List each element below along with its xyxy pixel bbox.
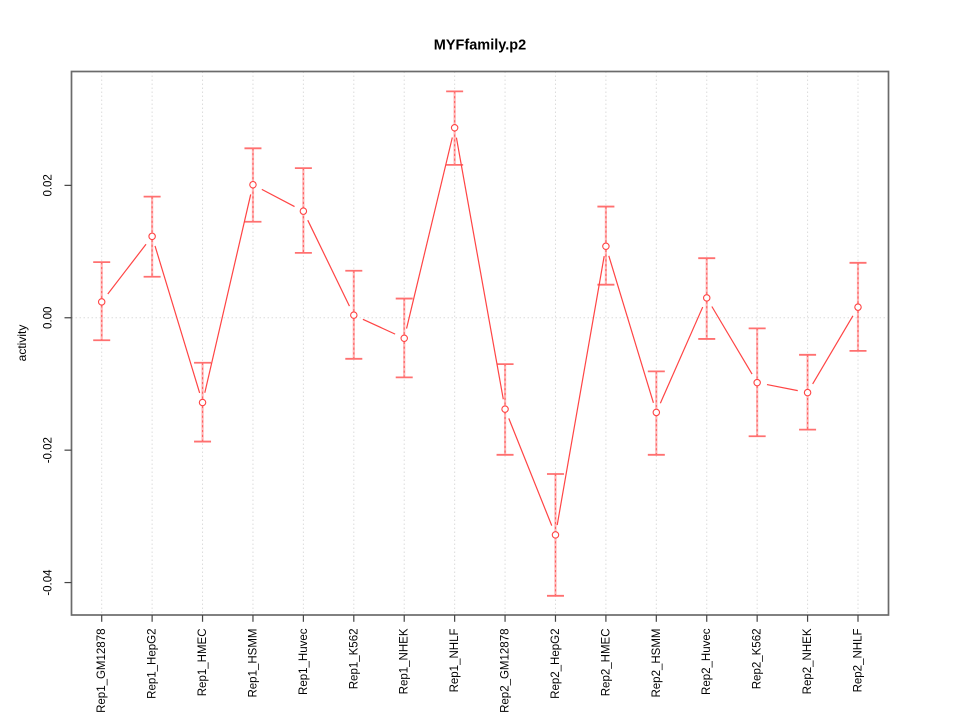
series-line-segment [204,194,252,393]
series-line-segment [107,243,147,295]
x-tick-label: Rep1_Huvec [298,628,310,695]
data-point-marker [551,531,560,539]
x-tick-label: Rep2_GM12878 [500,629,512,713]
series-line-segment [362,318,396,335]
x-tick-label: Rep2_HMEC [600,629,612,697]
data-point-marker [350,311,358,319]
data-point-marker [753,378,761,387]
data-point-marker [249,180,257,189]
data-point-marker [854,303,862,311]
y-axis-label: activity [15,325,29,362]
x-tick-label: Rep1_NHEK [399,628,411,694]
series-line-segment [154,245,201,394]
series-line-segment [711,306,753,375]
series-line-segment [455,137,504,400]
x-tick-label: Rep1_HSMM [247,629,259,698]
data-point-marker [198,398,207,407]
y-tick-label: 0.02 [43,174,55,196]
y-tick-label: 0.00 [43,307,55,329]
x-tick-label: Rep2_NHLF [853,629,865,693]
x-tick-label: Rep2_HSMM [651,629,663,698]
series-line-segment [261,188,295,208]
data-point-marker [702,294,711,302]
y-tick-label: -0.04 [43,569,55,596]
series-line-segment [307,219,350,307]
series-line-segment [812,315,854,385]
x-tick-label: Rep2_K562 [752,629,764,690]
series-line-segment [405,137,453,329]
series-line-segment [556,256,605,526]
x-tick-label: Rep1_NHLF [449,629,461,693]
data-point-marker [501,405,509,413]
data-point-marker [602,242,610,251]
plot-border [70,70,890,616]
x-tick-label: Rep2_Huvec [701,628,713,695]
x-tick-label: Rep1_GM12878 [96,629,108,713]
data-point-marker [148,232,156,241]
series-line-segment [608,255,654,404]
x-tick-label: Rep2_HepG2 [550,629,562,699]
x-tick-label: Rep1_K562 [348,629,360,690]
data-point-marker [299,207,308,215]
series-line-segment [659,306,704,404]
data-point-marker [803,388,812,397]
series-line-segment [766,383,798,392]
x-tick-label: Rep1_HMEC [197,629,209,697]
y-tick-label: -0.02 [43,437,55,463]
x-tick-label: Rep1_HepG2 [147,629,159,699]
data-point-marker [652,408,661,417]
x-tick-label: Rep2_NHEK [802,628,814,694]
data-point-marker [97,298,106,306]
series-line-segment [508,418,553,526]
data-point-marker [450,124,459,132]
chart-title: MYFfamily.p2 [434,38,526,54]
data-point-marker [400,334,408,343]
